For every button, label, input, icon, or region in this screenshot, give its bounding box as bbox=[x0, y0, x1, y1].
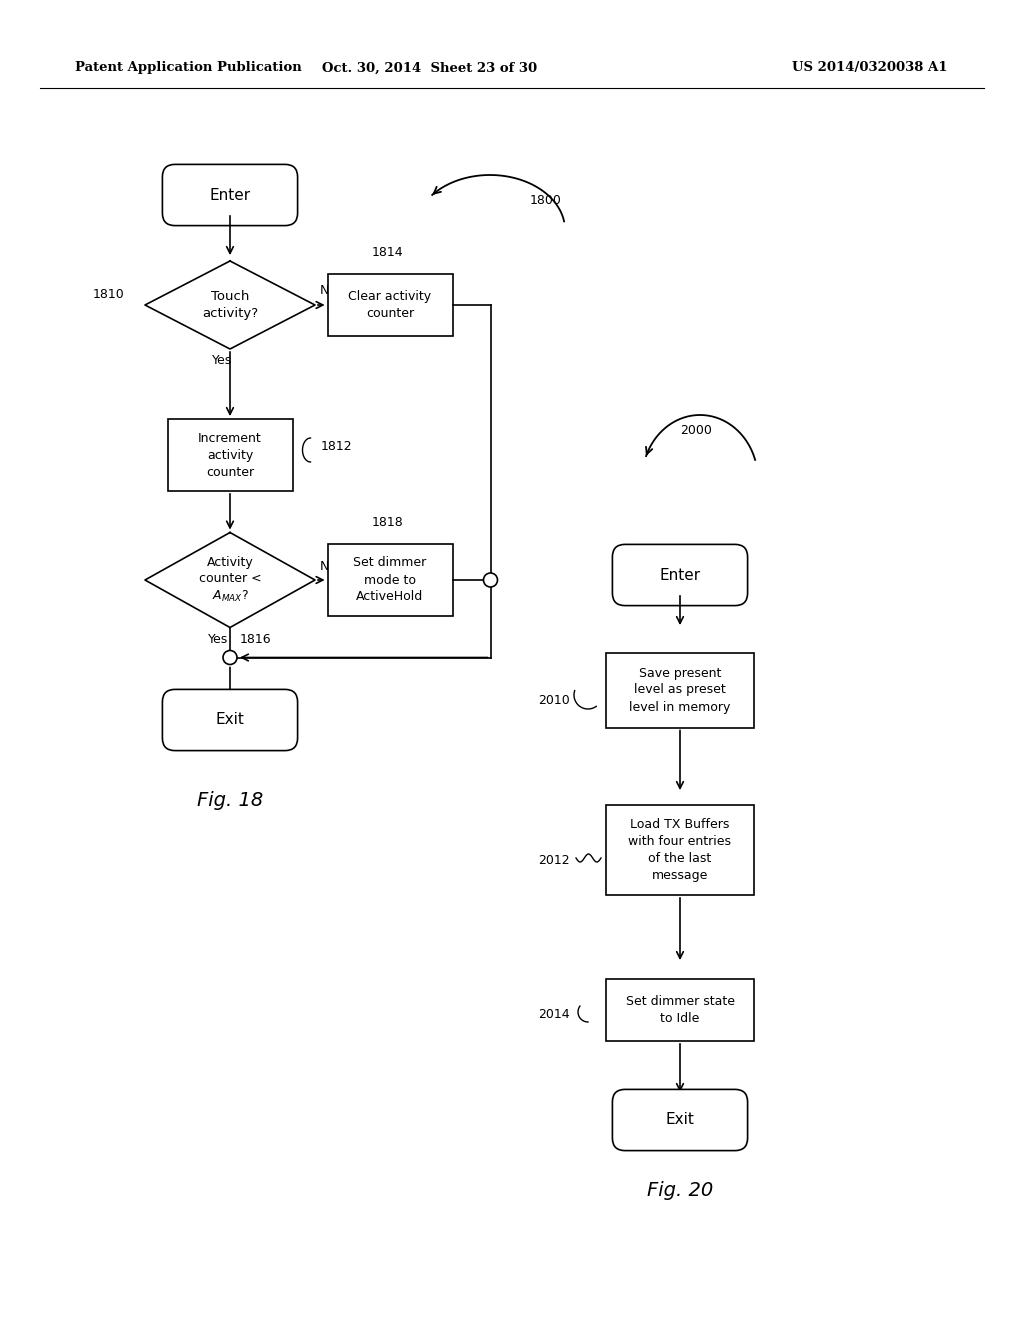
Text: 1818: 1818 bbox=[372, 516, 403, 528]
Text: Fig. 18: Fig. 18 bbox=[197, 791, 263, 809]
Text: 1810: 1810 bbox=[93, 289, 125, 301]
Text: 1816: 1816 bbox=[240, 634, 271, 645]
Text: Activity
counter <
$A_{MAX}$?: Activity counter < $A_{MAX}$? bbox=[199, 556, 261, 603]
Text: Oct. 30, 2014  Sheet 23 of 30: Oct. 30, 2014 Sheet 23 of 30 bbox=[323, 62, 538, 74]
Bar bbox=[606, 805, 754, 895]
Text: 1814: 1814 bbox=[372, 246, 403, 259]
Text: Yes: Yes bbox=[212, 355, 232, 367]
FancyBboxPatch shape bbox=[163, 689, 298, 751]
Text: Enter: Enter bbox=[659, 568, 700, 582]
Text: Exit: Exit bbox=[666, 1113, 694, 1127]
Bar bbox=[328, 275, 453, 337]
Bar bbox=[606, 652, 754, 727]
Text: No: No bbox=[319, 560, 337, 573]
Text: Exit: Exit bbox=[216, 713, 245, 727]
Text: Clear activity
counter: Clear activity counter bbox=[348, 290, 431, 319]
Text: No: No bbox=[319, 285, 337, 297]
Circle shape bbox=[483, 573, 498, 587]
Bar bbox=[168, 418, 293, 491]
Text: 1812: 1812 bbox=[321, 441, 352, 454]
Text: Enter: Enter bbox=[210, 187, 251, 202]
FancyBboxPatch shape bbox=[163, 165, 298, 226]
Text: US 2014/0320038 A1: US 2014/0320038 A1 bbox=[793, 62, 948, 74]
Text: 2012: 2012 bbox=[538, 854, 569, 866]
Text: Patent Application Publication: Patent Application Publication bbox=[75, 62, 302, 74]
Text: Set dimmer state
to Idle: Set dimmer state to Idle bbox=[626, 995, 734, 1026]
FancyBboxPatch shape bbox=[612, 1089, 748, 1151]
Bar bbox=[606, 979, 754, 1041]
Text: Load TX Buffers
with four entries
of the last
message: Load TX Buffers with four entries of the… bbox=[629, 818, 731, 882]
Text: Increment
activity
counter: Increment activity counter bbox=[198, 432, 262, 479]
Circle shape bbox=[223, 651, 237, 664]
Text: Touch
activity?: Touch activity? bbox=[202, 290, 258, 319]
Text: Save present
level as preset
level in memory: Save present level as preset level in me… bbox=[630, 667, 731, 714]
Text: 1800: 1800 bbox=[530, 194, 562, 206]
Bar bbox=[328, 544, 453, 616]
Text: Yes: Yes bbox=[208, 634, 228, 645]
Text: Fig. 20: Fig. 20 bbox=[647, 1180, 713, 1200]
FancyBboxPatch shape bbox=[612, 544, 748, 606]
Text: Set dimmer
mode to
ActiveHold: Set dimmer mode to ActiveHold bbox=[353, 557, 427, 603]
Polygon shape bbox=[145, 261, 315, 348]
Text: 2000: 2000 bbox=[680, 424, 712, 437]
Text: 2010: 2010 bbox=[538, 693, 569, 706]
Polygon shape bbox=[145, 532, 315, 627]
Text: 2014: 2014 bbox=[538, 1008, 569, 1022]
